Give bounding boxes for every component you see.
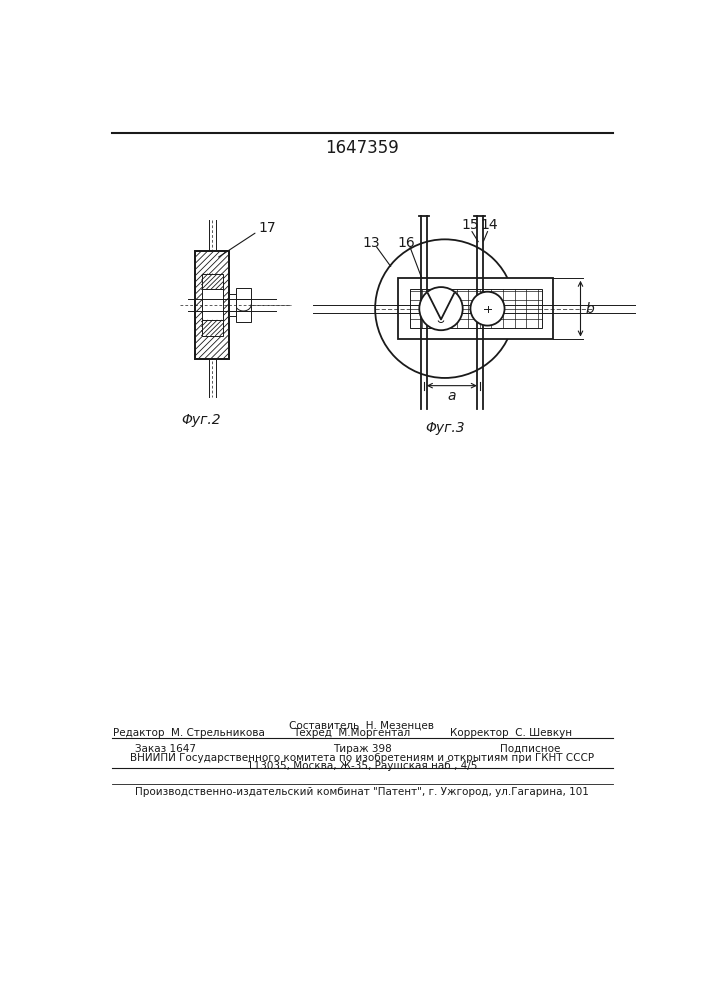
Text: Заказ 1647: Заказ 1647 — [135, 744, 197, 754]
Text: Φуг.2: Φуг.2 — [181, 413, 221, 427]
Bar — [410, 289, 542, 328]
Bar — [195, 251, 230, 359]
Circle shape — [470, 292, 505, 326]
Text: 16: 16 — [397, 236, 415, 250]
Text: 14: 14 — [480, 218, 498, 232]
Bar — [195, 251, 230, 359]
Bar — [201, 320, 223, 336]
Text: Производственно-издательский комбинат "Патент", г. Ужгород, ул.Гагарина, 101: Производственно-издательский комбинат "П… — [135, 787, 589, 797]
Text: 17: 17 — [259, 221, 276, 235]
Circle shape — [419, 287, 462, 330]
Text: ВНИИПИ Государственного комитета по изобретениям и открытиям при ГКНТ СССР: ВНИИПИ Государственного комитета по изоб… — [130, 753, 594, 763]
Text: a: a — [448, 389, 456, 403]
Text: Подписное: Подписное — [500, 744, 561, 754]
Bar — [201, 289, 223, 320]
Text: 1647359: 1647359 — [325, 139, 399, 157]
Bar — [398, 278, 554, 339]
Text: 13: 13 — [363, 236, 380, 250]
Text: b: b — [585, 302, 594, 316]
Bar — [201, 274, 223, 289]
Text: Составитель  Н. Мезенцев: Составитель Н. Мезенцев — [289, 720, 434, 730]
Text: Φуг.3: Φуг.3 — [425, 421, 464, 435]
Text: Тираж 398: Тираж 398 — [332, 744, 392, 754]
Text: Корректор  С. Шевкун: Корректор С. Шевкун — [450, 728, 572, 738]
Text: Редактор  М. Стрельникова: Редактор М. Стрельникова — [113, 728, 265, 738]
Text: Техред  М.Моргентал: Техред М.Моргентал — [293, 728, 411, 738]
Text: 15: 15 — [462, 218, 479, 232]
Bar — [230, 294, 235, 316]
Text: 113035, Москва, Ж-35, Раушская наб., 4/5: 113035, Москва, Ж-35, Раушская наб., 4/5 — [247, 761, 477, 771]
Bar — [235, 288, 251, 322]
